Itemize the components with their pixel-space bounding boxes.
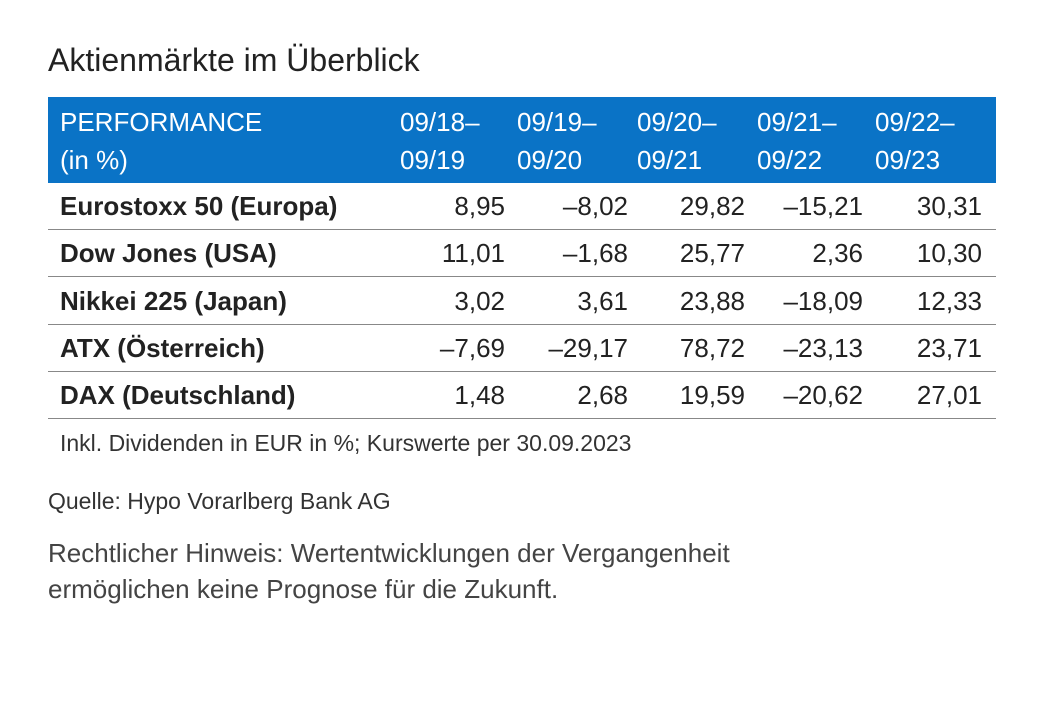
cell-value: 27,01 (916, 380, 982, 411)
cell-value: 78,72 (679, 332, 745, 363)
cell-value: 8,95 (454, 191, 505, 221)
cell-value: 23,88 (679, 285, 745, 316)
table-header: PERFORMANCE (in %) 09/18– 09/19 09/19– 09/20 0… (48, 97, 996, 183)
cell-value: 11,01 (441, 238, 505, 269)
cell-value: –7,69 (439, 332, 505, 363)
cell-value: 10,30 (916, 238, 982, 269)
cell-value: 3,61 (577, 285, 628, 316)
header-cell: 09/22– 09/23 (875, 103, 955, 179)
header-line: (in %) (60, 145, 128, 175)
row-label: ATX (Österreich) (60, 332, 265, 363)
cell-value: 12,33 (916, 285, 982, 316)
cell-value: –1,68 (562, 238, 628, 269)
disclaimer-line: ermöglichen keine Prognose für die Zukun… (48, 574, 559, 604)
row-label: Eurostoxx 50 (Europa) (60, 191, 338, 221)
cell-value: 1,48 (454, 380, 505, 411)
source: Quelle: Hypo Vorarlberg Bank AG (48, 488, 391, 514)
cell-value: 25,77 (679, 238, 745, 269)
row-label: Dow Jones (USA) (60, 238, 277, 269)
header-line: 09/21– (757, 107, 837, 137)
cell-value: 19,59 (679, 380, 745, 411)
header-line: 09/20– (637, 107, 717, 137)
header-line: 09/19 (400, 145, 466, 175)
row-label: Nikkei 225 (Japan) (60, 285, 287, 316)
row-label: DAX (Deutschland) (60, 380, 296, 411)
cell-value: –23,13 (783, 332, 863, 363)
header-line: 09/20 (517, 145, 583, 175)
table-row: DAX (Deutschland) 1,48 2,68 19,59 –20,62 27,0… (48, 372, 996, 420)
disclaimer-line: Rechtlicher Hinweis: Wertentwicklungen d… (48, 538, 730, 568)
header-cell: 09/19– 09/20 (517, 103, 597, 179)
header-line: 09/22– (875, 107, 955, 137)
header-line: 09/21 (637, 145, 703, 175)
cell-value: –18,09 (783, 285, 863, 316)
header-line: PERFORMANCE (60, 107, 263, 137)
cell-value: –15,21 (783, 191, 863, 221)
cell-value: –8,02 (562, 191, 628, 221)
header-line: 09/19– (517, 107, 597, 137)
cell-value: –29,17 (548, 332, 628, 363)
cell-value: 2,68 (577, 380, 628, 411)
title: Aktienmärkte im Überblick (48, 42, 420, 78)
header-cell: PERFORMANCE (in %) (60, 103, 262, 179)
table-row: Eurostoxx 50 (Europa) 8,95 –8,02 29,82 –15,2… (48, 183, 996, 230)
cell-value: –20,62 (783, 380, 863, 411)
header-line: 09/18– (400, 107, 480, 137)
cell-value: 29,82 (679, 191, 745, 221)
table-row: ATX (Österreich) –7,69 –29,17 78,72 –23,13 23… (48, 325, 996, 372)
cell-value: 30,31 (916, 191, 982, 221)
header-line: 09/22 (757, 145, 823, 175)
footnote: Inkl. Dividenden in EUR in %; Kurswerte … (60, 430, 632, 456)
cell-value: 3,02 (454, 285, 505, 316)
cell-value: 23,71 (916, 332, 982, 363)
table-row: Nikkei 225 (Japan) 3,02 3,61 23,88 –18,09 12,… (48, 278, 996, 325)
header-cell: 09/21– 09/22 (757, 103, 837, 179)
header-cell: 09/18– 09/19 (400, 103, 480, 179)
header-cell: 09/20– 09/21 (637, 103, 717, 179)
cell-value: 2,36 (812, 238, 863, 269)
header-line: 09/23 (875, 145, 941, 175)
table-row: Dow Jones (USA) 11,01 –1,68 25,77 2,36 10,30 (48, 230, 996, 278)
